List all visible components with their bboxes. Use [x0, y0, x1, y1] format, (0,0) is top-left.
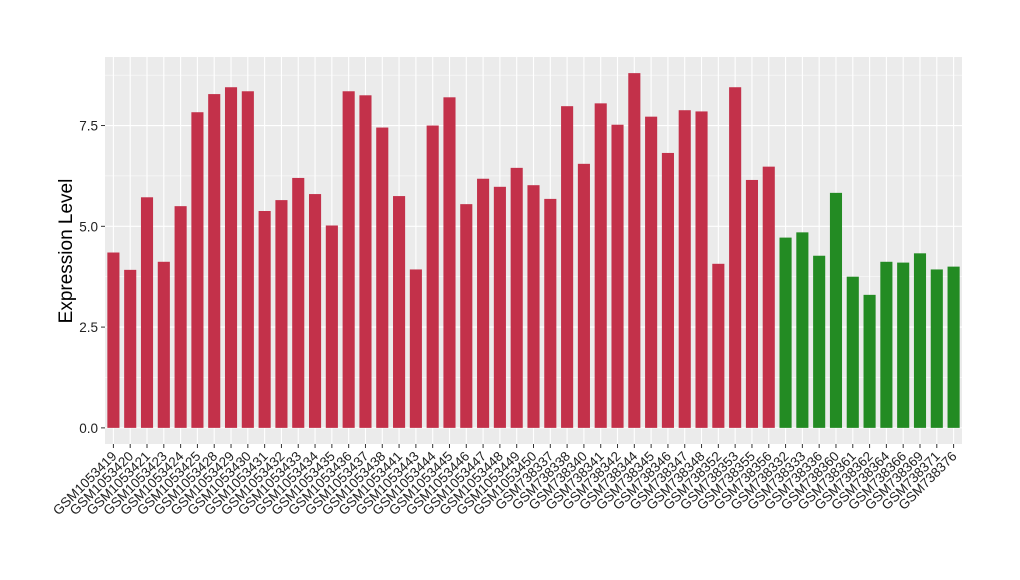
- x-axis-ticks: GSM1053419GSM1053420GSM1053421GSM1053423…: [50, 444, 960, 518]
- y-tick-label: 0.0: [79, 421, 98, 436]
- bar-GSM1053432: [275, 200, 288, 428]
- bar-GSM738356: [762, 166, 775, 428]
- bar-GSM1053435: [325, 225, 338, 428]
- bar-GSM738338: [561, 106, 574, 428]
- bar-GSM1053447: [477, 178, 490, 428]
- bar-GSM1053444: [426, 125, 439, 428]
- bar-GSM738345: [645, 116, 658, 428]
- bar-GSM738333: [796, 232, 809, 428]
- y-axis-ticks: 0.0 2.5 5.0 7.5: [79, 119, 105, 436]
- bar-GSM738336: [813, 255, 826, 428]
- bar-GSM738347: [678, 110, 691, 428]
- bar-GSM1053450: [527, 185, 540, 428]
- bar-GSM1053437: [359, 95, 372, 428]
- bar-GSM738360: [829, 192, 843, 428]
- y-tick-label: 7.5: [79, 119, 98, 134]
- bar-GSM1053424: [174, 206, 187, 428]
- bar-GSM1053448: [493, 186, 506, 428]
- bar-GSM738348: [695, 111, 708, 428]
- bar-GSM1053430: [241, 91, 254, 428]
- y-tick-label: 5.0: [79, 219, 98, 234]
- bar-GSM1053434: [308, 194, 322, 428]
- bar-GSM738337: [544, 198, 557, 428]
- bar-GSM738352: [712, 263, 725, 428]
- bar-GSM1053445: [443, 97, 456, 428]
- bar-GSM738366: [897, 262, 910, 428]
- bar-GSM738371: [930, 269, 943, 428]
- bar-GSM1053443: [409, 269, 422, 428]
- bar-GSM738353: [729, 87, 742, 428]
- bar-GSM738332: [779, 237, 792, 428]
- y-axis-label: Expression Level: [56, 179, 77, 324]
- bars: [107, 73, 960, 428]
- y-tick-label: 2.5: [79, 320, 98, 335]
- bar-GSM738361: [846, 276, 859, 428]
- bar-GSM738362: [863, 294, 876, 428]
- bar-GSM1053446: [460, 204, 473, 428]
- bar-GSM738364: [880, 261, 893, 428]
- bar-GSM1053433: [292, 177, 305, 428]
- bar-GSM1053449: [510, 167, 523, 428]
- bar-GSM738344: [628, 73, 641, 428]
- bar-GSM738346: [661, 152, 674, 428]
- bar-GSM738340: [577, 163, 590, 428]
- bar-GSM1053438: [376, 127, 389, 428]
- bar-GSM738342: [611, 124, 624, 428]
- bar-GSM1053428: [208, 94, 221, 428]
- bar-GSM738369: [913, 253, 927, 428]
- bar-GSM1053431: [258, 210, 271, 428]
- bar-GSM738376: [947, 266, 960, 428]
- bar-GSM738355: [745, 179, 759, 428]
- bar-GSM1053423: [157, 261, 170, 428]
- bar-GSM1053420: [124, 269, 137, 428]
- bar-GSM1053436: [342, 91, 355, 428]
- bar-GSM1053425: [191, 112, 204, 428]
- bar-GSM1053429: [224, 87, 238, 428]
- bar-GSM1053419: [107, 252, 120, 428]
- bar-GSM738341: [594, 103, 607, 428]
- bar-GSM1053421: [140, 197, 154, 428]
- bar-GSM1053441: [393, 196, 406, 428]
